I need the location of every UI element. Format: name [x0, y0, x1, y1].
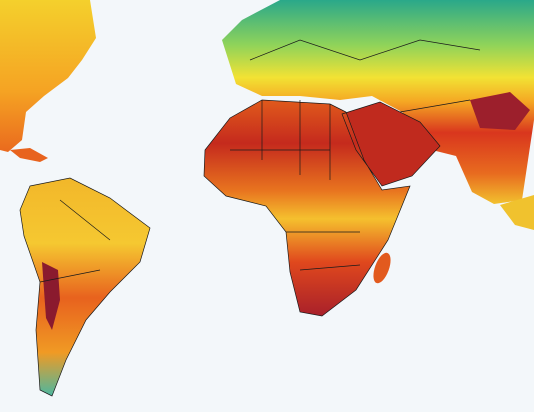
south-america: [20, 178, 150, 396]
madagascar: [373, 252, 391, 284]
southeast-asia: [500, 195, 534, 230]
border-lines: [19, 39, 481, 397]
caribbean: [10, 148, 48, 162]
north-america: [0, 0, 96, 152]
borders: [19, 39, 481, 397]
tibet-high: [470, 92, 530, 130]
eurasia: [222, 0, 534, 204]
arabia: [342, 102, 440, 186]
